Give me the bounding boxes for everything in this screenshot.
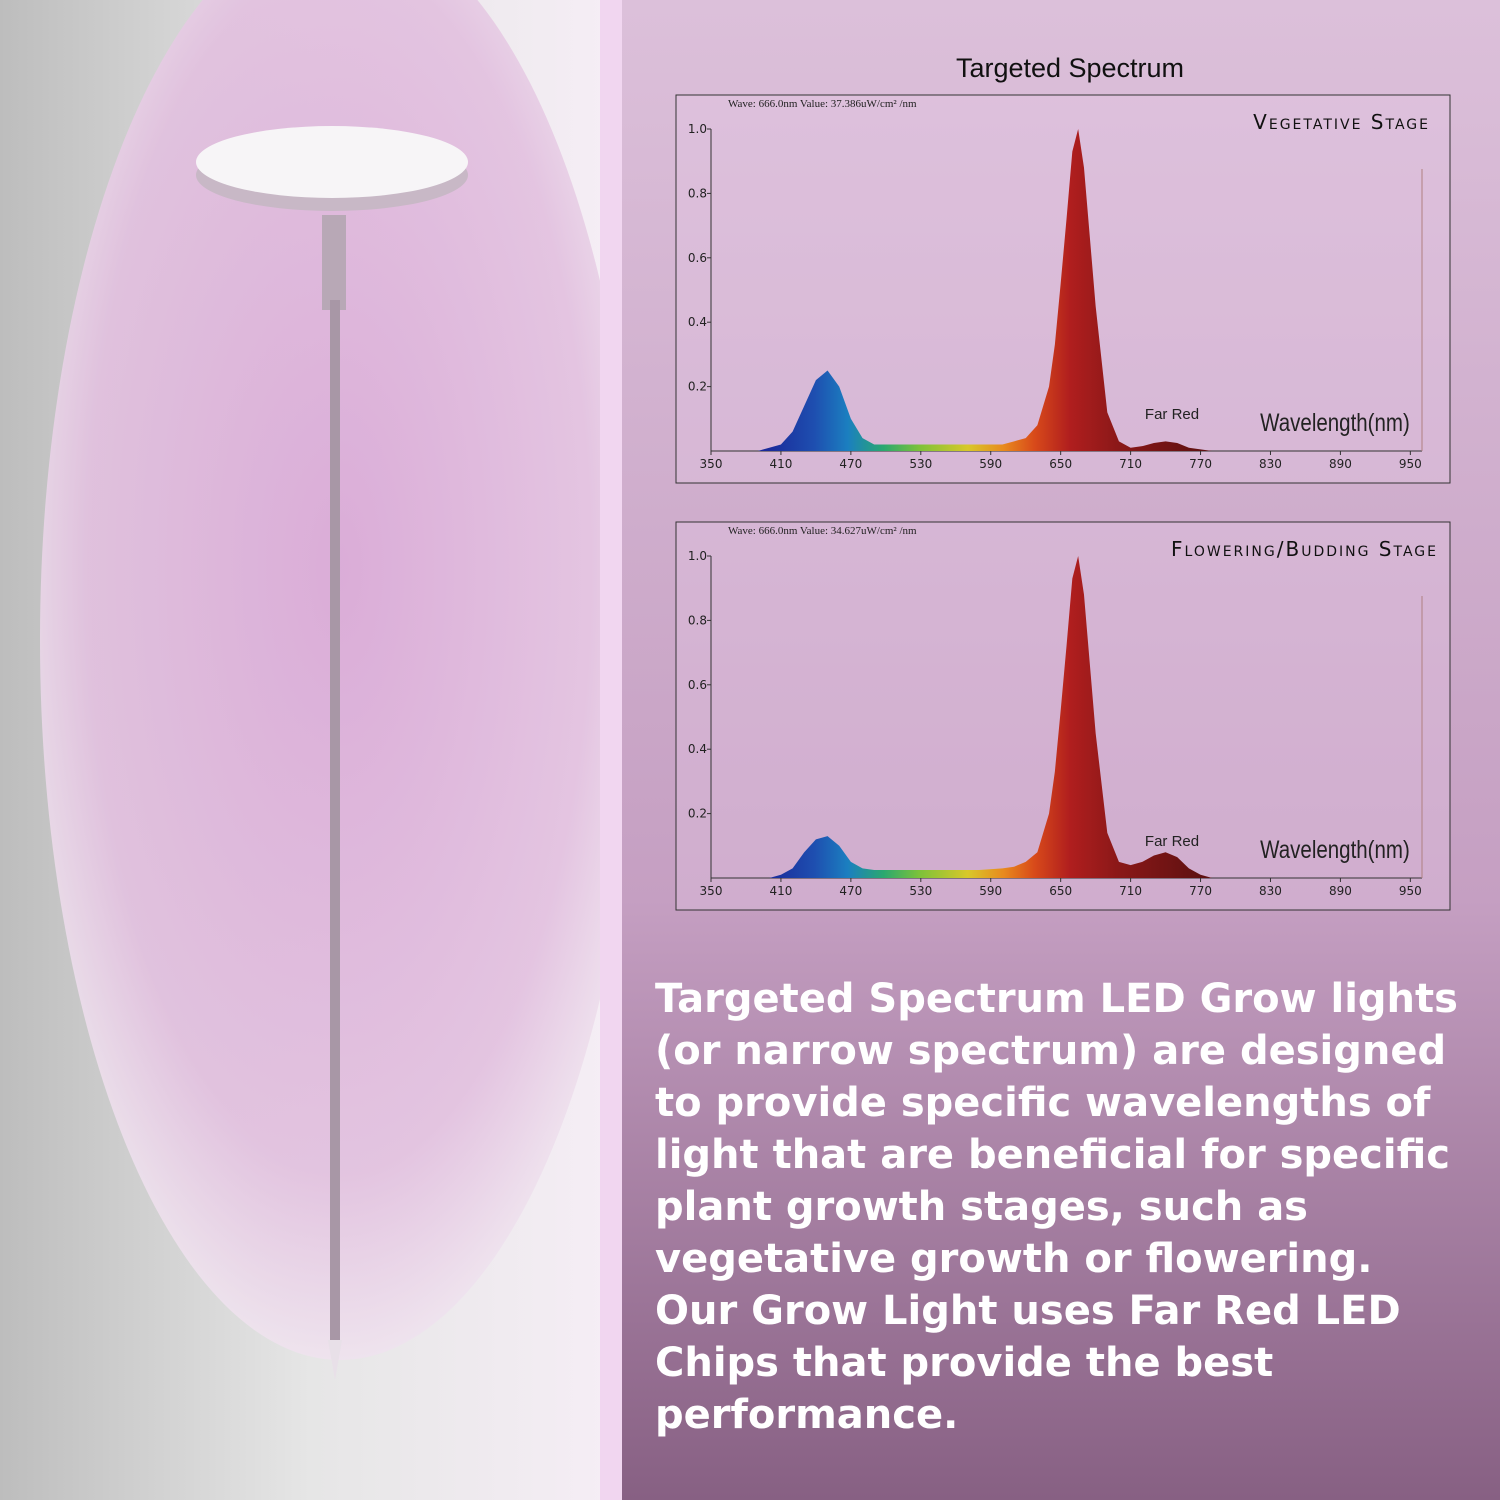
x-tick-label: 770: [1189, 884, 1212, 898]
y-tick-label: 0.4: [688, 742, 707, 756]
x-tick-label: 410: [769, 884, 792, 898]
description-line: vegetative growth or flowering.: [655, 1236, 1372, 1282]
description-line: light that are beneficial for specific: [655, 1132, 1450, 1178]
x-tick-label: 530: [909, 457, 932, 471]
y-tick-label: 0.8: [688, 186, 707, 200]
lamp-pole: [330, 300, 340, 1350]
chart-title: Flowering/Budding Stage: [1171, 537, 1438, 561]
edge-glow: [600, 0, 622, 1500]
description-line: Chips that provide the best: [655, 1340, 1273, 1386]
chart-subtitle: Wave: 666.0nm Value: 37.386uW/cm² /nm: [728, 98, 917, 110]
y-tick-label: 0.2: [688, 380, 707, 394]
description-line: (or narrow spectrum) are designed: [655, 1028, 1446, 1074]
description-line: Our Grow Light uses Far Red LED: [655, 1288, 1401, 1334]
x-tick-label: 650: [1049, 884, 1072, 898]
chart-title: Vegetative Stage: [1253, 110, 1430, 134]
lamp-joint: [322, 215, 346, 310]
x-tick-label: 830: [1259, 457, 1282, 471]
y-tick-label: 0.4: [688, 315, 707, 329]
annotation: Far Red: [1145, 406, 1199, 423]
y-tick-label: 1.0: [688, 549, 707, 563]
x-tick-label: 710: [1119, 884, 1142, 898]
x-tick-label: 950: [1399, 884, 1422, 898]
x-tick-label: 410: [769, 457, 792, 471]
y-tick-label: 0.2: [688, 807, 707, 821]
x-tick-label: 470: [839, 884, 862, 898]
x-axis-label: Wavelength(nm): [1260, 408, 1410, 436]
y-tick-label: 0.6: [688, 251, 707, 265]
description-line: to provide specific wavelengths of: [655, 1080, 1431, 1126]
x-tick-label: 830: [1259, 884, 1282, 898]
y-tick-label: 0.8: [688, 613, 707, 627]
lamp-tip: [328, 1340, 342, 1380]
x-tick-label: 890: [1329, 457, 1352, 471]
lamp-head: [196, 126, 468, 198]
y-tick-label: 1.0: [688, 122, 707, 136]
x-tick-label: 590: [979, 457, 1002, 471]
y-tick-label: 0.6: [688, 678, 707, 692]
description-line: performance.: [655, 1392, 958, 1438]
description-line: Targeted Spectrum LED Grow lights: [655, 976, 1458, 1022]
x-tick-label: 710: [1119, 457, 1142, 471]
chart-subtitle: Wave: 666.0nm Value: 34.627uW/cm² /nm: [728, 525, 917, 537]
heading: Targeted Spectrum: [956, 53, 1184, 83]
x-tick-label: 590: [979, 884, 1002, 898]
x-tick-label: 350: [700, 457, 723, 471]
annotation: Far Red: [1145, 833, 1199, 850]
x-tick-label: 530: [909, 884, 932, 898]
description-line: plant growth stages, such as: [655, 1184, 1308, 1230]
x-tick-label: 770: [1189, 457, 1212, 471]
x-tick-label: 950: [1399, 457, 1422, 471]
x-axis-label: Wavelength(nm): [1260, 835, 1410, 863]
x-tick-label: 890: [1329, 884, 1352, 898]
x-tick-label: 470: [839, 457, 862, 471]
x-tick-label: 650: [1049, 457, 1072, 471]
x-tick-label: 350: [700, 884, 723, 898]
